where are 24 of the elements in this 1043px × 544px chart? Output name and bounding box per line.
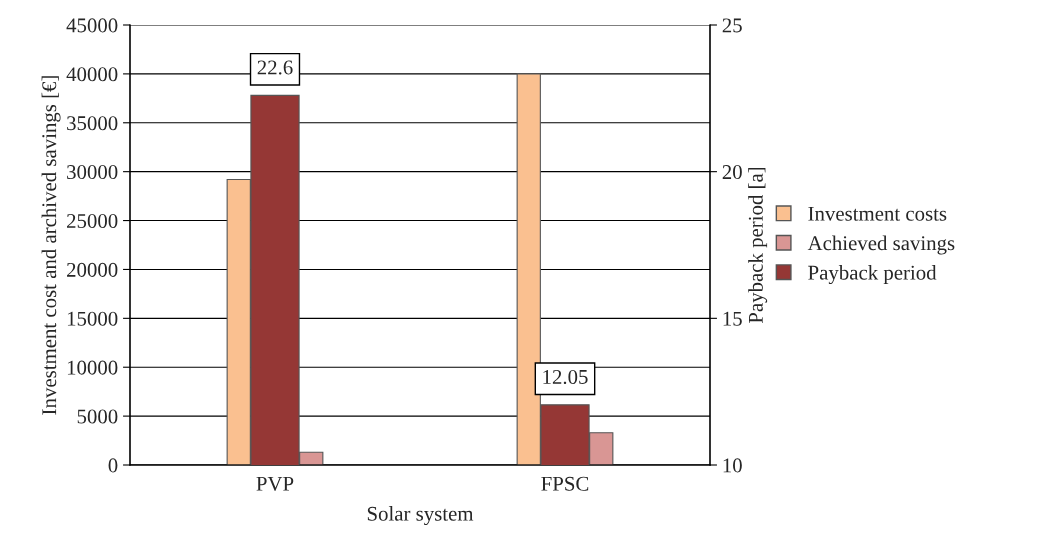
y2-tick-label: 15 xyxy=(723,311,742,326)
data-label: 22.6 xyxy=(257,60,293,75)
y-tick-label: 15000 xyxy=(67,311,118,326)
y2-tick-label: 10 xyxy=(723,458,742,473)
y-tick-label: 20000 xyxy=(67,262,118,277)
y-axis-title: Investment cost and archived savings [€] xyxy=(41,76,61,415)
x-tick-label: PVP xyxy=(256,476,294,491)
y-tick-label: 25000 xyxy=(67,213,118,228)
y-tick-label: 10000 xyxy=(67,360,118,375)
x-axis-title: Solar system xyxy=(367,506,474,526)
y-tick-label: 45000 xyxy=(66,18,118,33)
legend-label: Achieved savings xyxy=(807,235,955,255)
y2-tick-label: 20 xyxy=(722,165,742,180)
data-label: 12.05 xyxy=(543,369,588,385)
y-tick-label: 30000 xyxy=(67,165,118,180)
y2-tick-label: 25 xyxy=(722,18,742,33)
y-tick-label: 40000 xyxy=(66,67,118,82)
y-tick-label: 5000 xyxy=(77,409,118,424)
legend-label: Investment costs xyxy=(808,206,947,221)
y2-axis-title: Payback period [a] xyxy=(748,167,768,324)
y-tick-label: 35000 xyxy=(67,116,118,131)
legend-label: Payback period xyxy=(808,265,937,285)
y-tick-label: 0 xyxy=(108,458,118,473)
x-tick-label: FPSC xyxy=(541,476,589,491)
